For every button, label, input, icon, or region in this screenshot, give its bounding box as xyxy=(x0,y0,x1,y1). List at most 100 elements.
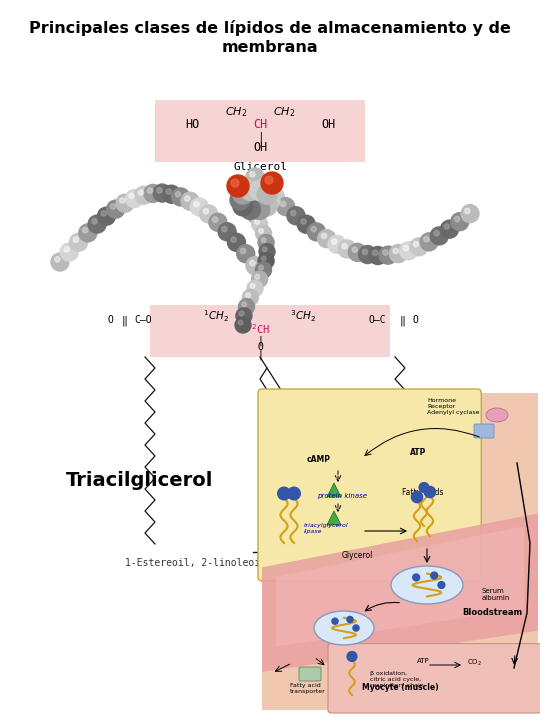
Circle shape xyxy=(83,228,88,233)
Circle shape xyxy=(352,247,357,253)
Text: O: O xyxy=(257,342,263,352)
Text: O—C: O—C xyxy=(368,315,386,325)
Circle shape xyxy=(411,491,423,503)
Circle shape xyxy=(138,190,144,195)
Text: β oxidation,
citric acid cycle,
respiratory chain: β oxidation, citric acid cycle, respirat… xyxy=(370,671,424,688)
Circle shape xyxy=(200,205,218,223)
Circle shape xyxy=(424,236,429,242)
Circle shape xyxy=(353,625,359,631)
Circle shape xyxy=(261,238,266,243)
Circle shape xyxy=(101,211,106,216)
Text: Fatty acids: Fatty acids xyxy=(402,488,443,497)
Circle shape xyxy=(257,196,277,216)
Circle shape xyxy=(256,178,274,196)
Circle shape xyxy=(260,190,280,210)
Circle shape xyxy=(242,302,247,307)
Circle shape xyxy=(451,212,469,230)
Circle shape xyxy=(262,247,267,252)
Circle shape xyxy=(342,243,347,249)
Circle shape xyxy=(347,652,357,662)
Circle shape xyxy=(190,198,208,216)
Circle shape xyxy=(239,311,244,316)
Circle shape xyxy=(134,186,153,204)
Circle shape xyxy=(247,280,263,297)
Circle shape xyxy=(231,237,237,243)
Circle shape xyxy=(249,261,255,266)
Circle shape xyxy=(227,175,249,197)
Circle shape xyxy=(260,181,265,187)
Circle shape xyxy=(144,184,162,202)
Circle shape xyxy=(359,246,376,264)
Circle shape xyxy=(276,198,295,216)
Circle shape xyxy=(347,616,353,623)
Circle shape xyxy=(434,230,439,236)
Circle shape xyxy=(227,233,245,251)
Text: |: | xyxy=(257,350,263,361)
Circle shape xyxy=(287,207,305,225)
Circle shape xyxy=(255,262,272,278)
Circle shape xyxy=(231,179,239,187)
Circle shape xyxy=(431,572,437,579)
Circle shape xyxy=(258,235,274,251)
Circle shape xyxy=(163,185,180,203)
Text: ATP: ATP xyxy=(410,448,427,457)
Circle shape xyxy=(301,219,306,224)
Circle shape xyxy=(166,189,171,194)
Circle shape xyxy=(414,241,419,247)
Circle shape xyxy=(297,215,315,233)
Text: Principales clases de lípidos de almacenamiento y de: Principales clases de lípidos de almacen… xyxy=(29,20,511,36)
Text: Triacilglicerol: Triacilglicerol xyxy=(66,470,214,490)
Text: OH: OH xyxy=(321,118,335,131)
Polygon shape xyxy=(327,511,341,525)
Circle shape xyxy=(259,228,264,233)
Text: CH: CH xyxy=(253,118,267,131)
Ellipse shape xyxy=(391,566,463,604)
Circle shape xyxy=(107,200,125,218)
Circle shape xyxy=(153,184,171,202)
Circle shape xyxy=(464,208,470,214)
Circle shape xyxy=(79,224,97,242)
Circle shape xyxy=(291,210,296,216)
Circle shape xyxy=(261,256,266,261)
Circle shape xyxy=(235,317,251,333)
Circle shape xyxy=(255,220,260,224)
Ellipse shape xyxy=(314,611,374,645)
Circle shape xyxy=(444,224,449,229)
Circle shape xyxy=(255,225,272,241)
Circle shape xyxy=(249,171,255,177)
Circle shape xyxy=(185,196,190,201)
Circle shape xyxy=(362,249,368,255)
Text: 1-Estereoil, 2-linoleoil, 3-palmitoil glicerol: 1-Estereoil, 2-linoleoil, 3-palmitoil gl… xyxy=(125,558,395,568)
Text: C—O: C—O xyxy=(134,315,152,325)
Circle shape xyxy=(454,216,460,222)
Circle shape xyxy=(240,248,246,253)
Circle shape xyxy=(110,204,116,209)
Bar xyxy=(155,100,365,162)
FancyBboxPatch shape xyxy=(299,667,321,681)
Circle shape xyxy=(266,188,285,206)
Circle shape xyxy=(97,207,116,225)
Circle shape xyxy=(212,217,218,222)
Circle shape xyxy=(307,223,326,241)
Ellipse shape xyxy=(486,408,508,422)
Circle shape xyxy=(92,219,97,224)
Circle shape xyxy=(60,243,78,261)
FancyBboxPatch shape xyxy=(474,424,494,438)
Text: Myocyte (muscle): Myocyte (muscle) xyxy=(362,683,438,692)
Circle shape xyxy=(419,482,429,492)
Text: membrana: membrana xyxy=(222,40,318,55)
Circle shape xyxy=(246,257,264,275)
Circle shape xyxy=(400,242,417,260)
Text: ‖: ‖ xyxy=(400,315,406,325)
Circle shape xyxy=(116,194,134,212)
Circle shape xyxy=(441,220,458,238)
Circle shape xyxy=(280,202,286,207)
Circle shape xyxy=(88,215,106,233)
Circle shape xyxy=(203,209,208,214)
Circle shape xyxy=(218,222,236,240)
Circle shape xyxy=(209,213,227,231)
Circle shape xyxy=(242,289,259,305)
Circle shape xyxy=(413,574,420,581)
Circle shape xyxy=(461,204,479,222)
Polygon shape xyxy=(327,483,341,497)
